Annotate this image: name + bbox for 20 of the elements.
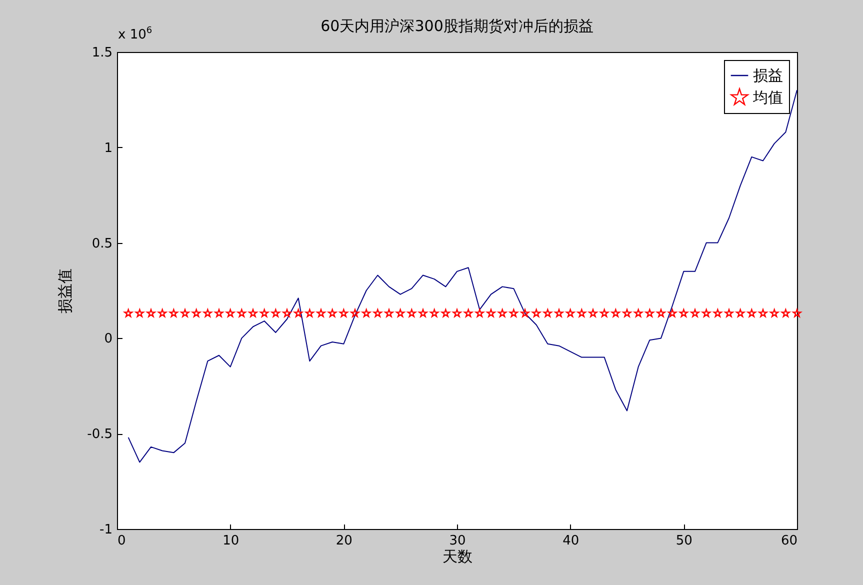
x-tick-label: 40	[562, 534, 580, 548]
x-tick-label: 20	[336, 534, 352, 548]
x-tick-label: 0	[118, 534, 126, 548]
y-tick-label: 1.5	[92, 46, 112, 60]
x-tick-label: 60	[780, 534, 798, 548]
y-tick-label: -1	[100, 522, 112, 538]
text: x 10$^{6}$	[118, 26, 152, 42]
legend-label: 损益	[753, 66, 783, 84]
line-series	[128, 90, 798, 463]
y-tick-label: 0	[104, 332, 112, 347]
x-tick-label: 10	[222, 534, 240, 548]
y-axis-title: 损益值	[56, 268, 74, 314]
y-tick-label: 0.5	[92, 236, 112, 252]
x-tick-label: 30	[449, 534, 466, 548]
y-tick-label: -0.5	[87, 427, 112, 442]
chart-title: 60天内用沪深300股指期货对冲后的损益	[320, 17, 594, 35]
x-axis-title: 天数	[442, 548, 472, 566]
y-tick-label: 1	[104, 140, 112, 156]
legend-label: 均值	[752, 88, 783, 106]
x-tick-label: 50	[676, 534, 692, 548]
